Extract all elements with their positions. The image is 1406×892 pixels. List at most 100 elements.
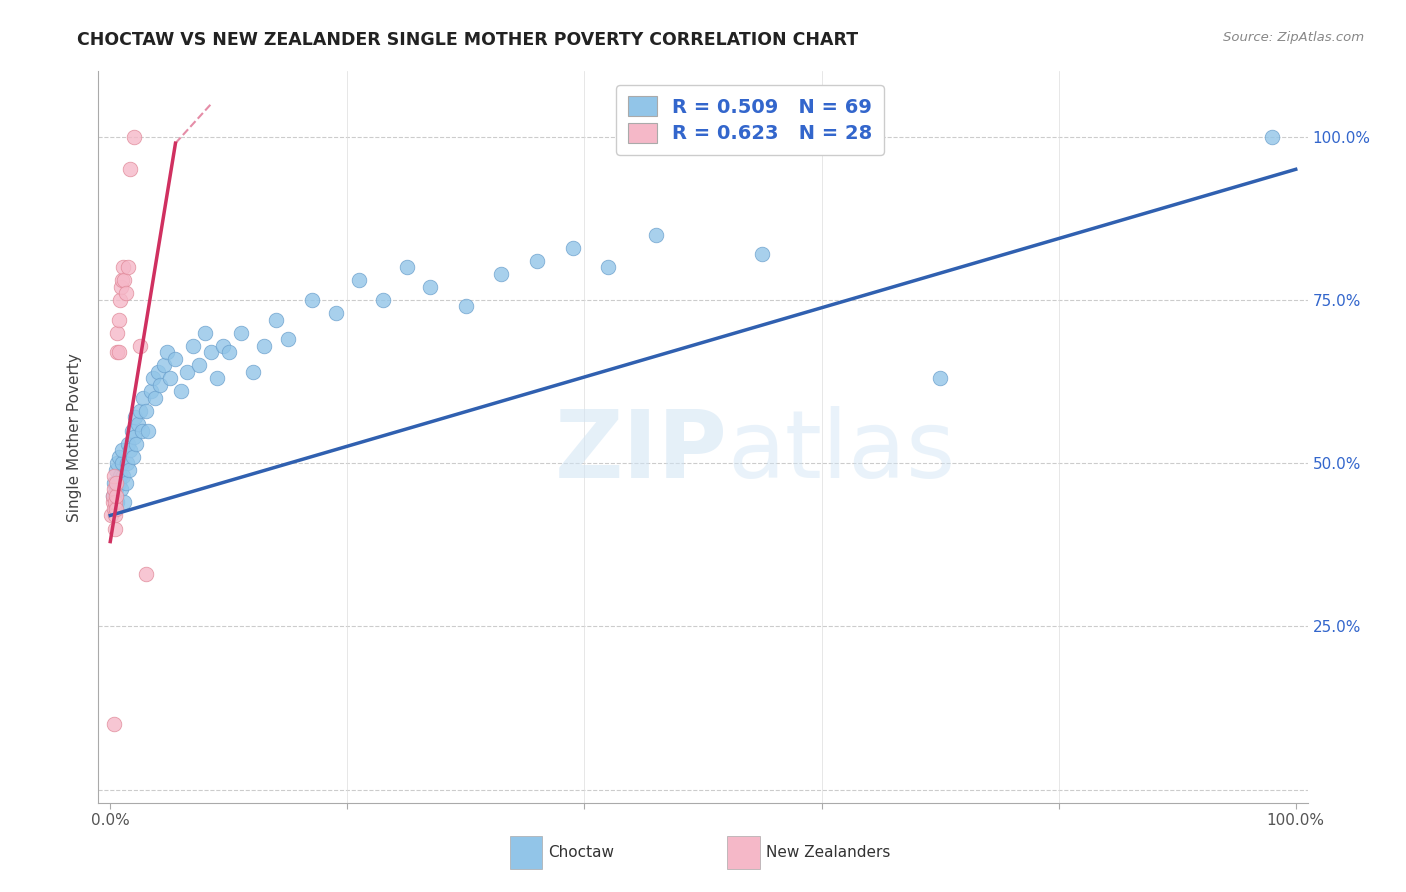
Point [176,365,198,379]
Point [159,371,181,385]
Point [170,384,193,399]
Point [105,326,128,340]
Point [121,450,143,464]
Point [325,306,347,320]
Point [644,227,666,242]
Point [205,371,228,385]
Y-axis label: Single Mother Poverty: Single Mother Poverty [67,352,83,522]
Point [103,475,125,490]
Point [347,273,370,287]
Point [103,469,125,483]
Text: atlas: atlas [727,406,956,498]
Point [125,436,148,450]
Point [111,456,134,470]
Point [114,495,136,509]
Point [264,312,287,326]
Point [122,129,145,144]
Text: ZIP: ZIP [554,406,727,498]
Text: Choctaw: Choctaw [548,846,614,860]
Point [491,267,513,281]
Point [526,253,548,268]
Point [104,495,127,509]
Point [122,430,145,444]
Point [929,371,952,385]
Point [114,286,136,301]
Point [127,417,149,431]
Point [371,293,394,307]
Point [146,365,169,379]
Point [301,293,323,307]
Point [101,495,124,509]
Point [129,404,152,418]
Point [117,436,139,450]
Point [104,521,127,535]
Point [395,260,418,275]
Point [118,463,141,477]
Point [105,456,128,470]
Point [105,489,128,503]
Point [131,424,153,438]
Point [561,241,583,255]
Point [136,424,159,438]
Point [135,567,157,582]
Point [212,338,235,352]
Point [107,312,129,326]
Point [165,351,187,366]
Point [200,345,222,359]
Point [103,717,125,731]
Point [149,377,172,392]
Point [751,247,773,261]
Point [139,384,162,399]
Point [112,469,135,483]
Point [229,326,252,340]
Point [181,338,204,352]
Point [152,358,174,372]
Point [107,475,129,490]
Point [121,424,143,438]
Point [115,456,138,470]
Point [253,338,276,352]
Point [156,345,179,359]
Text: CHOCTAW VS NEW ZEALANDER SINGLE MOTHER POVERTY CORRELATION CHART: CHOCTAW VS NEW ZEALANDER SINGLE MOTHER P… [77,31,859,49]
Point [142,371,165,385]
Point [107,345,129,359]
Point [108,293,131,307]
Point [114,475,136,490]
Point [124,410,146,425]
Point [277,332,299,346]
Point [218,345,240,359]
Point [242,365,264,379]
Point [112,260,135,275]
Point [135,404,157,418]
Point [143,391,166,405]
Point [105,483,128,497]
Point [104,508,127,523]
Point [111,273,134,287]
Bar [727,836,759,869]
Point [105,475,128,490]
Point [1261,129,1284,144]
Bar [509,836,543,869]
Point [111,443,134,458]
Point [188,358,211,372]
Point [120,443,142,458]
Point [117,260,139,275]
Point [132,391,155,405]
Point [108,469,131,483]
Legend: R = 0.509   N = 69, R = 0.623   N = 28: R = 0.509 N = 69, R = 0.623 N = 28 [616,85,884,155]
Text: New Zealanders: New Zealanders [766,846,890,860]
Point [107,450,129,464]
Point [104,502,127,516]
Point [105,463,128,477]
Point [120,162,142,177]
Point [110,483,132,497]
Text: Source: ZipAtlas.com: Source: ZipAtlas.com [1223,31,1364,45]
Point [105,345,128,359]
Point [114,273,136,287]
Point [103,502,125,516]
Point [105,495,128,509]
Point [103,483,125,497]
Point [194,326,217,340]
Point [598,260,620,275]
Point [129,338,152,352]
